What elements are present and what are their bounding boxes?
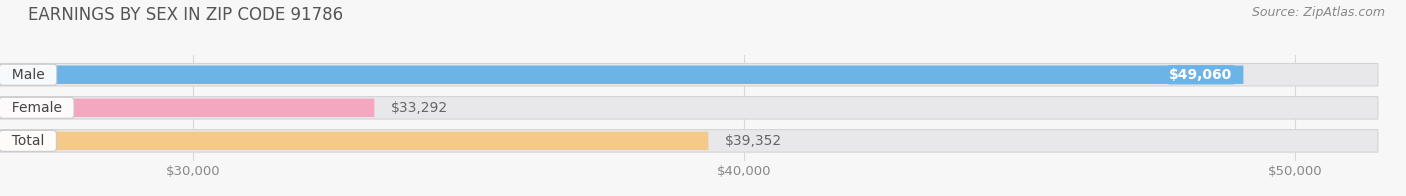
FancyBboxPatch shape <box>0 97 1378 119</box>
FancyBboxPatch shape <box>0 130 1378 152</box>
FancyBboxPatch shape <box>0 65 1243 84</box>
Text: Total: Total <box>3 134 53 148</box>
Text: EARNINGS BY SEX IN ZIP CODE 91786: EARNINGS BY SEX IN ZIP CODE 91786 <box>28 6 343 24</box>
FancyBboxPatch shape <box>0 132 709 150</box>
Text: $49,060: $49,060 <box>1170 68 1233 82</box>
Text: $39,352: $39,352 <box>725 134 782 148</box>
FancyBboxPatch shape <box>0 64 1378 86</box>
Text: Male: Male <box>3 68 53 82</box>
FancyBboxPatch shape <box>0 99 374 117</box>
Text: $33,292: $33,292 <box>391 101 449 115</box>
Text: Female: Female <box>3 101 70 115</box>
Text: Source: ZipAtlas.com: Source: ZipAtlas.com <box>1251 6 1385 19</box>
